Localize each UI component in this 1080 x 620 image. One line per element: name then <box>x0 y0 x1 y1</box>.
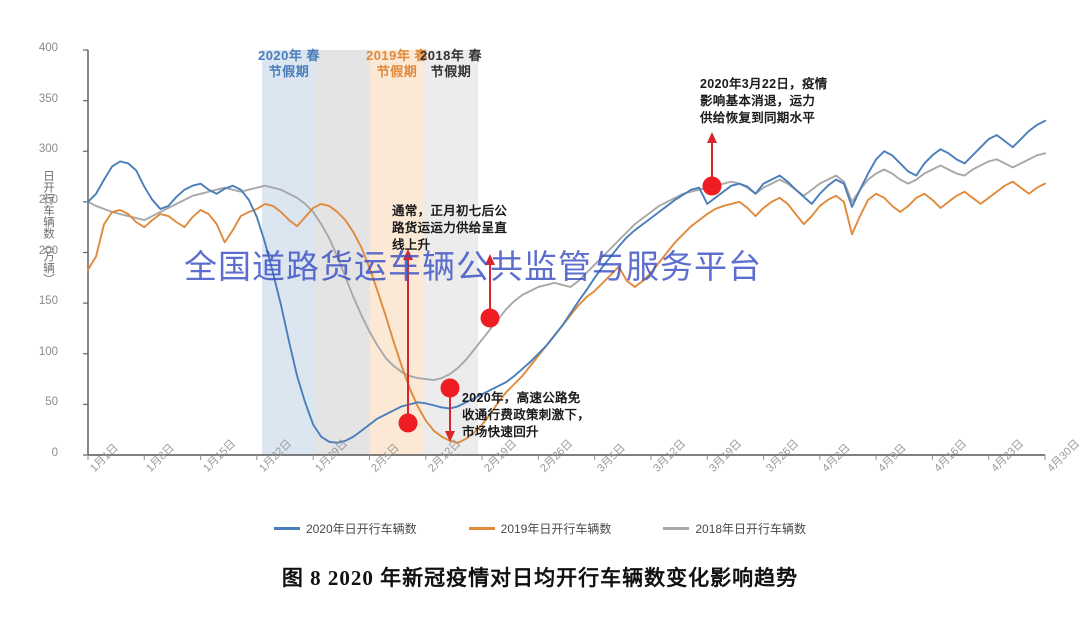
marker-rebound-2020 <box>440 378 460 398</box>
marker-rebound-2019-arrow-head <box>485 254 495 265</box>
y-tick-label-1: 50 <box>45 396 58 409</box>
marker-low-2020 <box>398 413 418 433</box>
legend-swatch-0 <box>273 527 300 530</box>
legend-label-1: 2019年日开行车辆数 <box>500 522 612 536</box>
holiday-band-0 <box>262 50 316 455</box>
legend-swatch-2 <box>663 527 690 530</box>
y-tick-label-7: 350 <box>38 92 58 105</box>
holiday-band-label-2: 2018年 春节假期 <box>419 48 483 80</box>
y-tick-label-5: 250 <box>38 193 58 206</box>
holiday-band-label-1: 2019年 春节假期 <box>365 48 429 80</box>
legend-label-0: 2020年日开行车辆数 <box>305 522 417 536</box>
holiday-band-3 <box>316 50 370 455</box>
y-tick-label-8: 400 <box>38 42 58 54</box>
annot-epidemic-over: 2020年3月22日，疫情 影响基本消退，运力 供给恢复到同期水平 <box>700 77 828 125</box>
marker-rebound-2019 <box>480 308 500 328</box>
legend-item-2[interactable]: 2018年日开行车辆数 <box>663 520 806 537</box>
y-tick-label-4: 200 <box>38 244 58 257</box>
y-tick-label-2: 100 <box>38 345 58 358</box>
legend-label-2: 2018年日开行车辆数 <box>695 522 807 536</box>
y-axis-label: 日开行车辆数（万辆） <box>42 170 54 285</box>
marker-recovered-arrow-head <box>707 132 717 143</box>
y-tick-label-6: 300 <box>38 143 58 156</box>
marker-low-2020-arrow-head <box>403 249 413 260</box>
figure-caption: 图 8 2020 年新冠疫情对日均开行车辆数变化影响趋势 <box>281 566 799 590</box>
legend-item-0[interactable]: 2020年日开行车辆数 <box>273 520 417 537</box>
legend-swatch-1 <box>468 527 495 530</box>
series-line-2 <box>87 152 1046 382</box>
annot-spring-recovery: 通常，正月初七后公 路货运运力供给呈直 线上升 <box>392 204 508 252</box>
y-tick-label-0: 0 <box>51 447 58 459</box>
chart-legend: 2020年日开行车辆数 2019年日开行车辆数 2018年日开行车辆数 <box>0 520 1080 537</box>
marker-rebound-2020-arrow-head <box>445 431 455 442</box>
holiday-band-1 <box>370 50 424 455</box>
series-line-0 <box>87 119 1046 444</box>
annot-toll-free: 2020年，高速公路免 收通行费政策刺激下， 市场快速回升 <box>462 391 591 439</box>
legend-item-1[interactable]: 2019年日开行车辆数 <box>468 520 612 537</box>
holiday-band-label-0: 2020年 春节假期 <box>257 48 321 80</box>
marker-recovered <box>702 176 722 196</box>
y-tick-label-3: 150 <box>38 295 58 308</box>
